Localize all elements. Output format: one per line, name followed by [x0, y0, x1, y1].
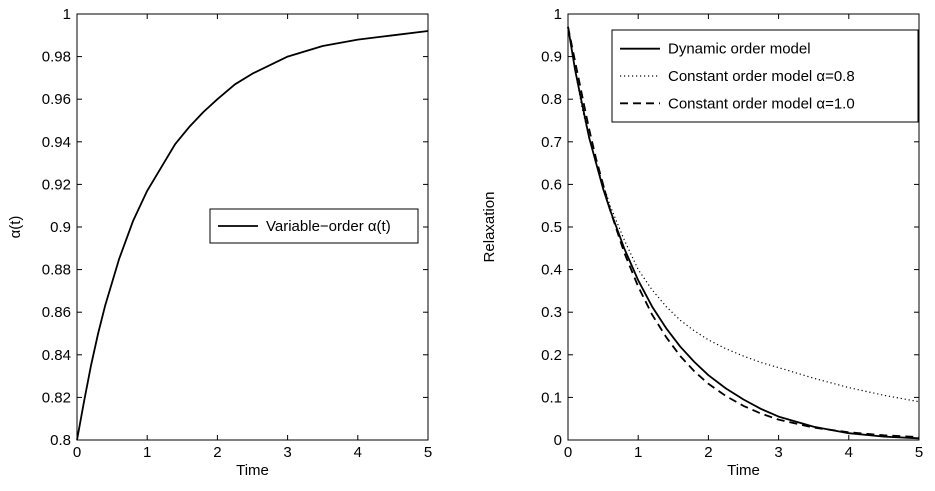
legend: Variable−order α(t)	[209, 208, 419, 244]
y-tick-label: 0.9	[541, 49, 562, 66]
legend: Dynamic order model Constant order model …	[611, 29, 919, 123]
x-tick-label: 0	[564, 444, 572, 461]
x-tick-label: 0	[73, 444, 81, 461]
y-tick-label: 0.7	[541, 134, 562, 151]
y-axis-label: Relaxation	[481, 192, 498, 263]
y-tick-label: 0.3	[541, 304, 562, 321]
y-tick-label: 0.4	[541, 262, 562, 279]
y-tick-label: 0.8	[541, 91, 562, 108]
x-tick-label: 1	[143, 444, 151, 461]
x-tick-label: 3	[283, 444, 291, 461]
series-line-2	[567, 26, 920, 438]
y-tick-label: 1	[63, 6, 71, 23]
legend-label: Constant order model α=1.0	[668, 95, 855, 112]
x-tick-label: 5	[915, 444, 923, 461]
y-tick-label: 0.96	[42, 91, 71, 108]
y-tick-label: 1	[554, 6, 562, 23]
legend-label: Variable−order α(t)	[266, 218, 391, 235]
x-tick-label: 4	[354, 444, 362, 461]
y-tick-label: 0.84	[42, 347, 71, 364]
y-axis-label: α(t)	[7, 216, 24, 239]
x-tick-label: 1	[634, 444, 642, 461]
y-tick-label: 0.92	[42, 176, 71, 193]
y-tick-label: 0.86	[42, 304, 71, 321]
y-tick-label: 0.5	[541, 219, 562, 236]
legend-box	[611, 29, 919, 123]
y-tick-label: 0.82	[42, 389, 71, 406]
x-axis-label: Time	[727, 462, 760, 479]
series-line-0	[567, 26, 920, 440]
x-tick-label: 2	[704, 444, 712, 461]
y-tick-label: 0.88	[42, 262, 71, 279]
y-tick-label: 0.8	[50, 432, 71, 449]
legend-label: Constant order model α=0.8	[668, 68, 855, 85]
chart-right-relaxation: 0 1 2 3 4 5 0 0.1 0.2 0.3 0.4 0.5 0.6 0.7 0.8 0.9 1 Time R…	[481, 6, 923, 479]
y-tick-label: 0	[554, 432, 562, 449]
y-tick-label: 0.6	[541, 176, 562, 193]
y-tick-label: 0.2	[541, 347, 562, 364]
x-tick-label: 4	[845, 444, 853, 461]
chart-left-alpha: 0 1 2 3 4 5 0.8 0.82 0.84 0.86 0.88 0.9 0.92 0.94 0.96…	[7, 6, 432, 479]
x-tick-label: 5	[424, 444, 432, 461]
x-tick-label: 3	[774, 444, 782, 461]
series-line-0	[76, 30, 429, 441]
y-tick-label: 0.98	[42, 49, 71, 66]
y-tick-label: 0.94	[42, 134, 71, 151]
x-axis-label: Time	[236, 462, 269, 479]
x-tick-label: 2	[213, 444, 221, 461]
series-line-1	[567, 26, 920, 403]
y-tick-label: 0.1	[541, 389, 562, 406]
y-tick-label: 0.9	[50, 219, 71, 236]
legend-label: Dynamic order model	[668, 41, 811, 58]
